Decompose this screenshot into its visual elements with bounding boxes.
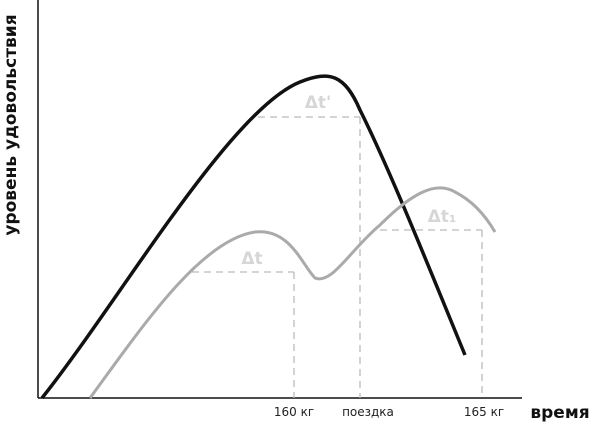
guides — [192, 116, 483, 398]
x-label: поездка — [342, 405, 394, 419]
y-axis-title: уровень удовольствия — [1, 14, 21, 235]
x-label: 165 кг — [464, 405, 504, 419]
interval-label: Δt — [241, 249, 262, 269]
black-curve — [40, 74, 467, 400]
interval-label: Δt' — [305, 93, 332, 113]
x-axis-title: время — [530, 403, 589, 423]
x-label: 160 кг — [274, 405, 314, 419]
interval-label: Δt₁ — [428, 207, 457, 227]
gray-curve — [88, 186, 497, 399]
